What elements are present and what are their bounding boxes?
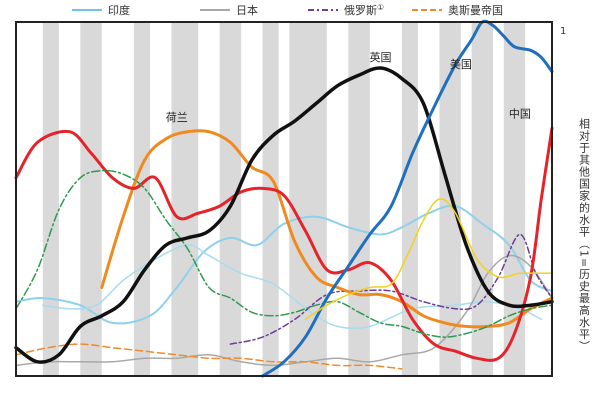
shaded-band-7 (348, 22, 370, 376)
legend-label-俄罗斯: 俄罗斯① (344, 3, 384, 17)
shaded-band-3 (171, 22, 199, 376)
legend: 印度 日本 俄罗斯① 奥斯曼帝国 (72, 3, 503, 17)
series-line-奥斯曼帝国 (15, 343, 403, 370)
shaded-band-5 (262, 22, 279, 376)
y-axis: 1 相对于其他国家的水平（1=历史最高水平） (560, 26, 591, 352)
series-lines (14, 19, 554, 378)
series-line-黄色 (304, 198, 553, 321)
series-label-中国: 中国 (509, 108, 531, 121)
series-line-德国 (15, 169, 553, 338)
series-line-俄罗斯 (229, 233, 553, 345)
series-label-美国: 美国 (450, 58, 472, 71)
shaded-band-0 (42, 22, 59, 376)
legend-superscript: ① (377, 3, 384, 12)
legend-label-奥斯曼帝国: 奥斯曼帝国 (448, 3, 503, 17)
series-line-荷兰 (100, 129, 554, 329)
series-line-美国 (261, 19, 554, 378)
shaded-band-9 (439, 22, 461, 376)
shaded-bands (42, 22, 526, 376)
shaded-band-6 (289, 22, 327, 376)
shaded-band-11 (503, 22, 526, 376)
series-line-印度-下- (42, 244, 543, 330)
series-label-荷兰: 荷兰 (166, 111, 188, 124)
shaded-band-8 (401, 22, 418, 376)
series-line-西班牙 (14, 126, 554, 362)
series-line-英国 (14, 66, 554, 364)
legend-label-日本: 日本 (236, 3, 258, 17)
shaded-band-1 (80, 22, 102, 376)
y-axis-label: 相对于其他国家的水平（1=历史最高水平） (578, 118, 591, 353)
legend-label-印度: 印度 (108, 3, 130, 17)
plot-border (15, 21, 553, 377)
shaded-band-2 (133, 22, 150, 376)
plot-frame (15, 21, 553, 377)
series-label-英国: 英国 (369, 50, 391, 64)
y-tick-label-0: 1 (560, 26, 566, 37)
shaded-band-10 (471, 22, 494, 376)
